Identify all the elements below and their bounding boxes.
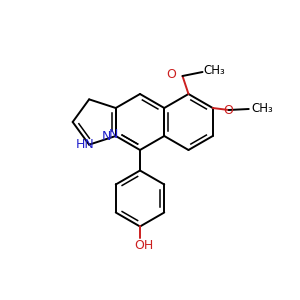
Text: N: N: [102, 130, 111, 142]
Text: O: O: [167, 68, 176, 80]
Text: N: N: [109, 128, 119, 142]
Text: HN: HN: [76, 138, 94, 151]
Text: O: O: [223, 104, 233, 118]
Text: OH: OH: [134, 239, 154, 252]
Text: CH₃: CH₃: [252, 103, 274, 116]
Text: CH₃: CH₃: [204, 64, 225, 77]
